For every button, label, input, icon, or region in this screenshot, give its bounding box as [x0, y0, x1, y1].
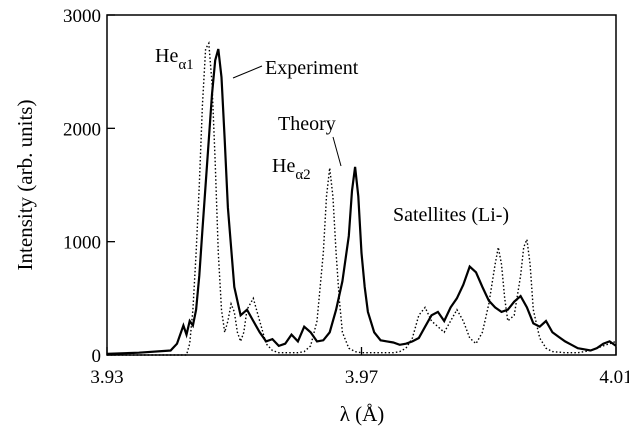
x-axis-ticks: 3.93 3.97 4.01	[90, 347, 629, 388]
annotation-he-alpha2-sub: α2	[295, 167, 310, 183]
series-line-theory	[107, 40, 617, 356]
x-tick-label: 3.97	[345, 367, 378, 388]
annotation-he-alpha2-base: He	[272, 155, 295, 177]
y-tick-label: 1000	[63, 233, 101, 254]
x-tick-label: 4.01	[599, 367, 629, 388]
y-tick-label: 0	[92, 346, 102, 367]
annotation-he-alpha1: Heα1	[155, 45, 194, 73]
annotation-he-alpha1-base: He	[155, 45, 178, 67]
annotation-experiment-leader	[232, 65, 263, 79]
series-line-experiment	[106, 48, 617, 355]
annotation-theory-leader	[332, 136, 342, 167]
x-axis-title: λ (Å)	[340, 402, 385, 426]
y-axis-title: Intensity (arb. units)	[13, 100, 37, 271]
annotation-theory: Theory	[278, 113, 336, 135]
annotation-experiment: Experiment	[265, 57, 359, 79]
y-axis-ticks: 0 1000 2000 3000	[63, 6, 115, 367]
annotation-he-alpha1-sub: α1	[178, 57, 193, 73]
x-tick-label: 3.93	[90, 367, 123, 388]
y-tick-label: 2000	[63, 119, 101, 140]
y-tick-label: 3000	[63, 6, 101, 27]
annotation-satellites: Satellites (Li-)	[393, 204, 509, 226]
annotation-he-alpha2: Heα2	[272, 155, 311, 183]
